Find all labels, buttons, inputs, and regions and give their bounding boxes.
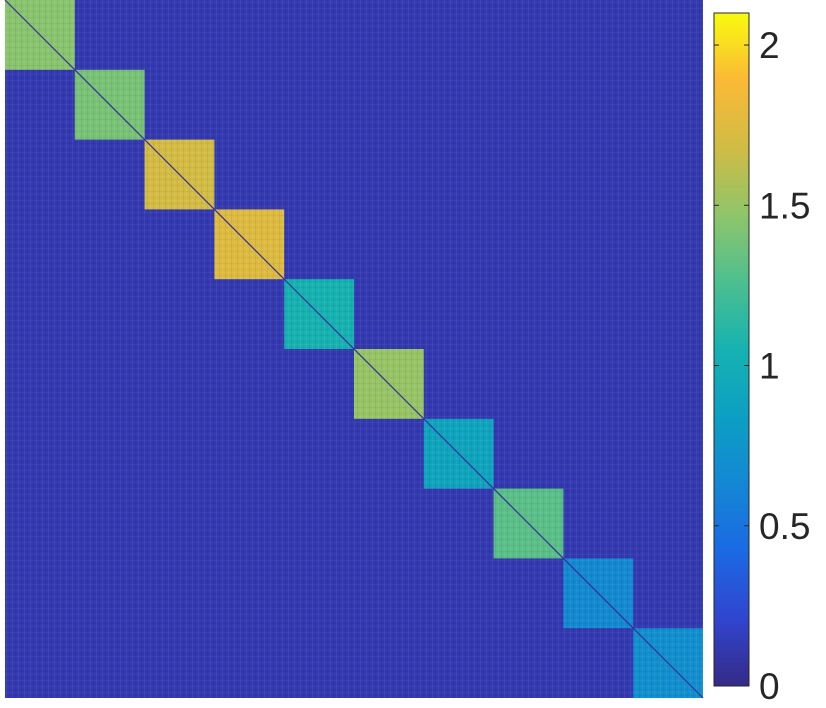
colorbar-tick-label-3: 1.5 [759,185,810,226]
heatmap-diagonal [4,0,704,699]
colorbar-tick-label-1: 0.5 [759,506,810,547]
colorbar-tick-label-4: 2 [759,25,780,66]
colorbar-tick-label-0: 0 [759,666,780,703]
colorbar-gradient [713,12,750,687]
heatmap-plot-area [4,0,704,699]
colorbar: 0 0.5 1 1.5 2 [713,12,810,707]
colorbar-tick-label-2: 1 [759,346,780,387]
